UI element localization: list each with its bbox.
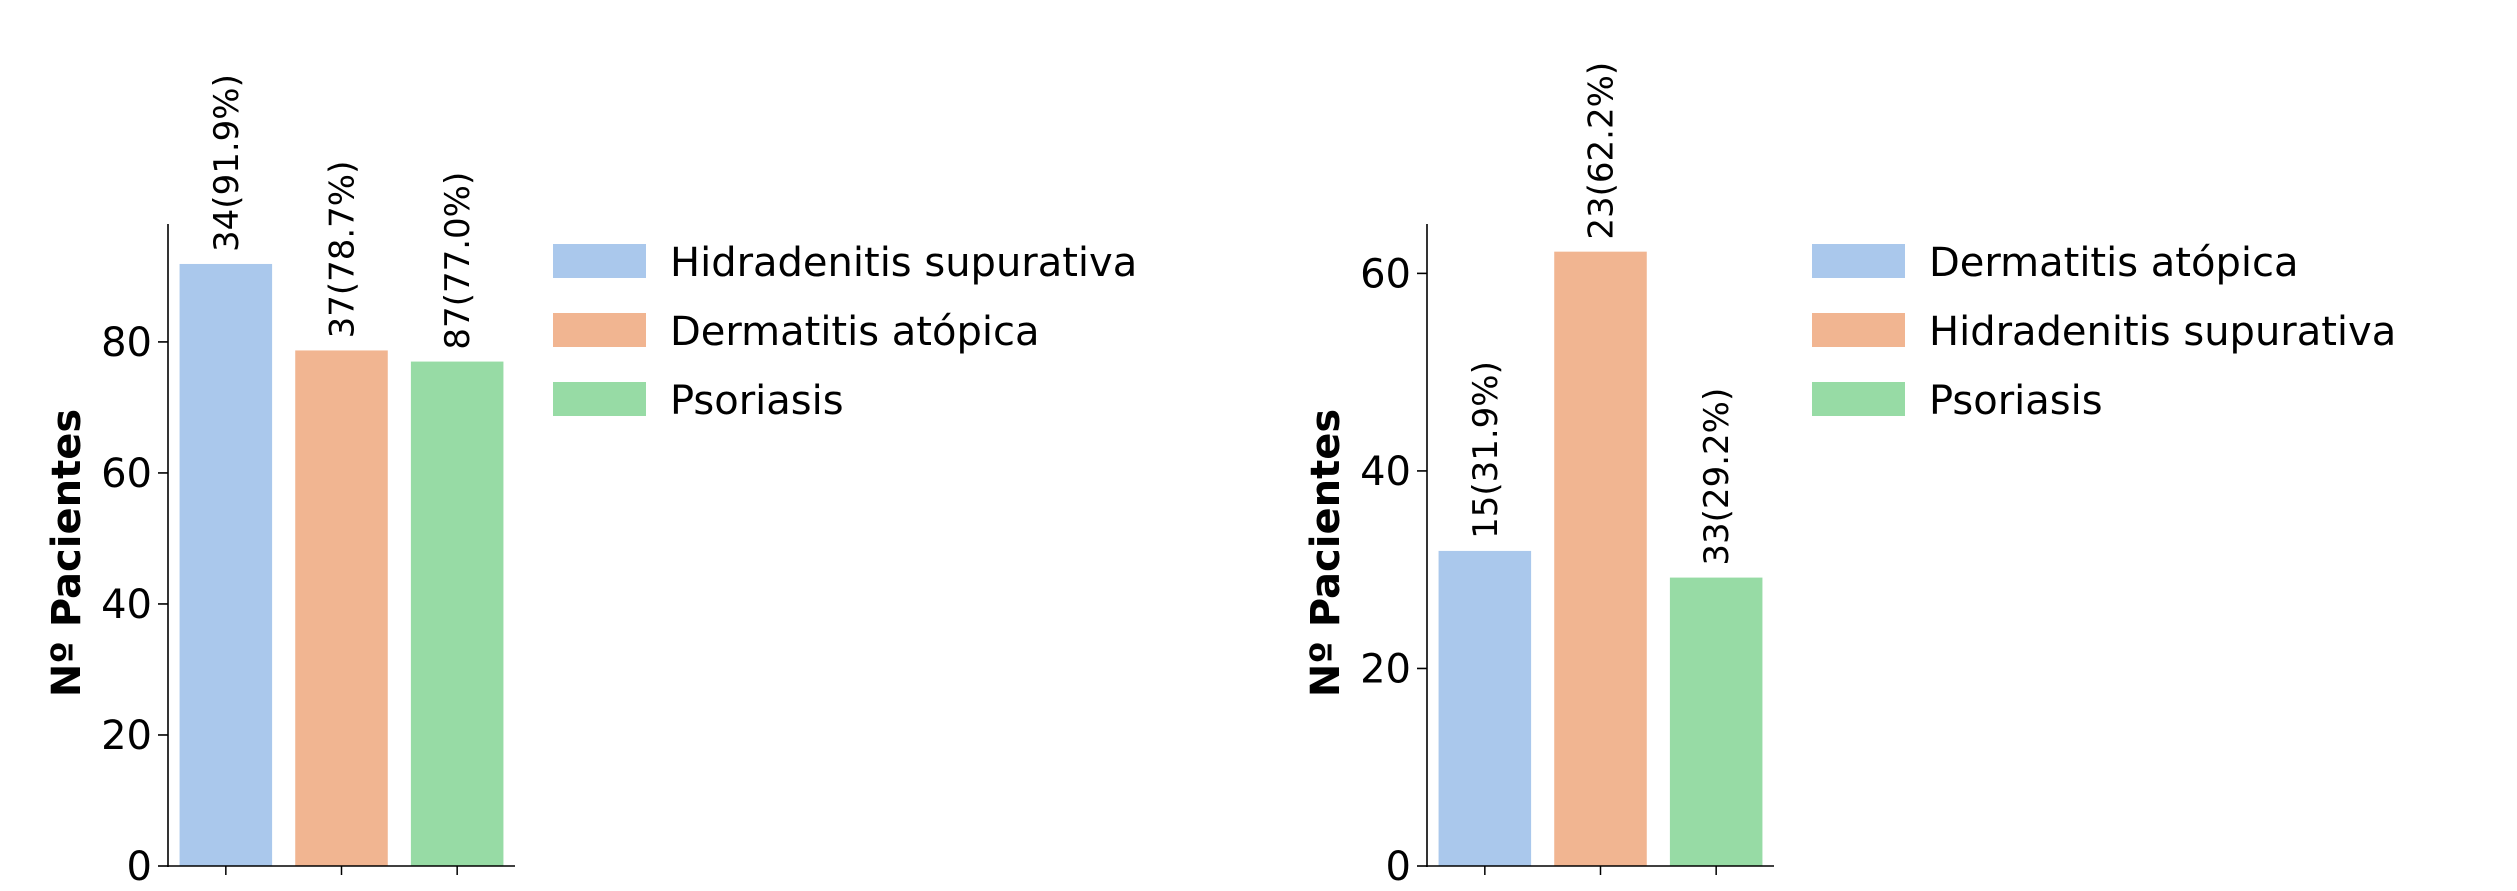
legend-label: Psoriasis bbox=[670, 378, 844, 424]
legend-swatch bbox=[1812, 244, 1905, 278]
legend-swatch bbox=[553, 244, 646, 278]
legend-swatch bbox=[1812, 313, 1905, 347]
bar bbox=[295, 350, 388, 866]
legend-label: Hidradenitis supurativa bbox=[1929, 309, 2396, 355]
chart-right: 15(31.9%) 23(62.2%) 33(29.2%) 0 20 40 60 Nº Pac… bbox=[1303, 62, 2396, 890]
bar-label: 87(77.0%) bbox=[438, 172, 478, 350]
y-tick-label: 20 bbox=[1360, 646, 1411, 692]
y-axis-label: Nº Pacientes bbox=[1303, 409, 1349, 697]
y-tick-label: 0 bbox=[1386, 844, 1411, 890]
legend-swatch bbox=[553, 313, 646, 347]
legend-label: Dermatitis atópica bbox=[1929, 240, 2298, 286]
y-tick-label: 0 bbox=[127, 844, 152, 890]
legend-label: Psoriasis bbox=[1929, 378, 2103, 424]
y-tick-label: 60 bbox=[1360, 251, 1411, 297]
y-tick-label: 60 bbox=[101, 451, 152, 497]
y-tick-label: 20 bbox=[101, 713, 152, 759]
bar-label: 15(31.9%) bbox=[1466, 361, 1506, 539]
y-tick-label: 40 bbox=[101, 582, 152, 628]
y-axis-label: Nº Pacientes bbox=[44, 409, 90, 697]
legend-swatch bbox=[553, 382, 646, 416]
bar bbox=[179, 263, 273, 867]
bar-label: 33(29.2%) bbox=[1697, 388, 1737, 566]
bar bbox=[410, 361, 504, 866]
y-tick-label: 40 bbox=[1360, 449, 1411, 495]
bar-label: 23(62.2%) bbox=[1582, 62, 1622, 240]
legend-label: Hidradenitis supurativa bbox=[670, 240, 1137, 286]
bar-label: 34(91.9%) bbox=[207, 74, 247, 252]
bar bbox=[1554, 251, 1647, 866]
bar-label: 37(78.7%) bbox=[323, 161, 363, 339]
bar bbox=[1669, 577, 1763, 866]
legend-label: Dermatitis atópica bbox=[670, 309, 1039, 355]
y-tick-label: 80 bbox=[101, 320, 152, 366]
bar bbox=[1438, 550, 1532, 866]
legend-swatch bbox=[1812, 382, 1905, 416]
